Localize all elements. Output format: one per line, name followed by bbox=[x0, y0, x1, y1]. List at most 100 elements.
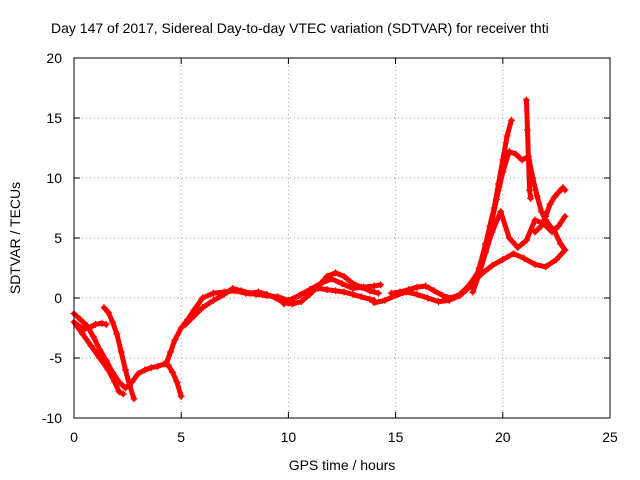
data-point bbox=[542, 212, 550, 220]
data-point bbox=[561, 246, 569, 254]
data-point bbox=[199, 304, 207, 312]
plot-frame bbox=[73, 57, 611, 419]
y-tick-label: 5 bbox=[54, 230, 62, 246]
data-point bbox=[507, 116, 515, 124]
data-point bbox=[177, 392, 185, 400]
data-point bbox=[488, 216, 496, 224]
data-point bbox=[182, 320, 189, 328]
data-point bbox=[102, 320, 110, 328]
data-point bbox=[503, 132, 511, 140]
data-point bbox=[396, 288, 404, 296]
data-point bbox=[83, 322, 91, 330]
data-point bbox=[477, 258, 485, 266]
data-point bbox=[199, 294, 207, 302]
data-point bbox=[505, 234, 513, 242]
data-point bbox=[111, 378, 119, 386]
x-tick-label: 5 bbox=[177, 429, 185, 445]
data-point bbox=[488, 262, 496, 270]
data-point bbox=[413, 290, 421, 298]
data-point bbox=[533, 192, 541, 200]
data-point bbox=[497, 208, 505, 216]
data-point bbox=[177, 324, 185, 332]
data-point bbox=[134, 370, 142, 378]
data-point bbox=[518, 156, 526, 164]
data-point bbox=[505, 148, 513, 156]
data-point bbox=[531, 216, 539, 224]
series-track-j bbox=[470, 149, 568, 291]
chart-title: Day 147 of 2017, Sidereal Day-to-day VTE… bbox=[51, 20, 549, 36]
y-tick-label: -5 bbox=[50, 350, 63, 366]
data-point bbox=[445, 296, 453, 304]
series-track-d bbox=[71, 319, 126, 397]
data-point bbox=[413, 283, 421, 291]
x-tick-label: 25 bbox=[602, 429, 618, 445]
series-track-c bbox=[101, 305, 137, 402]
series-track-m bbox=[523, 97, 534, 201]
grid-lines bbox=[74, 58, 610, 418]
data-point bbox=[98, 319, 106, 327]
data-point bbox=[272, 294, 279, 302]
data-point bbox=[220, 290, 228, 298]
data-point bbox=[96, 346, 104, 354]
data-point bbox=[184, 316, 192, 324]
data-point bbox=[119, 390, 127, 398]
x-tick-label: 15 bbox=[388, 429, 404, 445]
data-point bbox=[109, 368, 117, 376]
y-tick-label: 10 bbox=[46, 170, 62, 186]
series-track-l bbox=[532, 185, 568, 235]
data-point bbox=[349, 290, 357, 298]
data-point bbox=[289, 295, 297, 303]
data-point bbox=[126, 382, 134, 390]
data-point bbox=[113, 330, 121, 338]
data-point bbox=[439, 292, 447, 300]
data-point bbox=[492, 196, 500, 204]
data-point bbox=[557, 240, 565, 248]
data-point bbox=[96, 354, 104, 362]
data-point bbox=[254, 288, 262, 296]
data-point bbox=[522, 96, 530, 104]
data-point bbox=[561, 212, 569, 220]
data-point bbox=[475, 270, 483, 278]
data-point bbox=[430, 287, 438, 295]
data-point bbox=[377, 281, 385, 289]
data-point bbox=[561, 186, 569, 194]
x-tick-label: 10 bbox=[281, 429, 297, 445]
data-point bbox=[422, 282, 430, 290]
data-point bbox=[340, 288, 348, 296]
data-point bbox=[550, 193, 558, 201]
x-axis-label: GPS time / hours bbox=[289, 457, 396, 473]
data-point bbox=[190, 312, 198, 320]
data-point bbox=[546, 222, 554, 230]
data-point bbox=[537, 222, 545, 230]
data-point bbox=[357, 293, 365, 301]
data-point bbox=[100, 304, 108, 312]
data-point bbox=[531, 228, 539, 236]
data-point bbox=[173, 378, 181, 386]
data-point bbox=[537, 208, 545, 216]
data-point bbox=[104, 366, 112, 374]
data-point bbox=[87, 342, 95, 350]
data-point bbox=[128, 378, 136, 386]
data-point bbox=[370, 299, 378, 307]
x-tick-label: 0 bbox=[70, 429, 78, 445]
data-point bbox=[306, 287, 314, 295]
y-tick-label: 20 bbox=[46, 50, 62, 66]
data-point bbox=[147, 364, 155, 372]
data-point bbox=[209, 289, 217, 297]
data-point bbox=[190, 306, 198, 314]
data-point bbox=[323, 272, 331, 280]
data-point bbox=[524, 126, 531, 134]
marker-group bbox=[70, 96, 569, 403]
data-point bbox=[510, 250, 517, 258]
data-point bbox=[456, 292, 464, 300]
data-point bbox=[323, 286, 331, 294]
data-point bbox=[122, 384, 129, 392]
data-point bbox=[546, 200, 554, 208]
data-point bbox=[340, 272, 348, 280]
data-point bbox=[87, 323, 95, 331]
data-point bbox=[495, 180, 502, 188]
data-point bbox=[237, 287, 245, 295]
series-track-i bbox=[371, 247, 568, 306]
data-point bbox=[109, 318, 117, 326]
data-point bbox=[349, 280, 357, 288]
